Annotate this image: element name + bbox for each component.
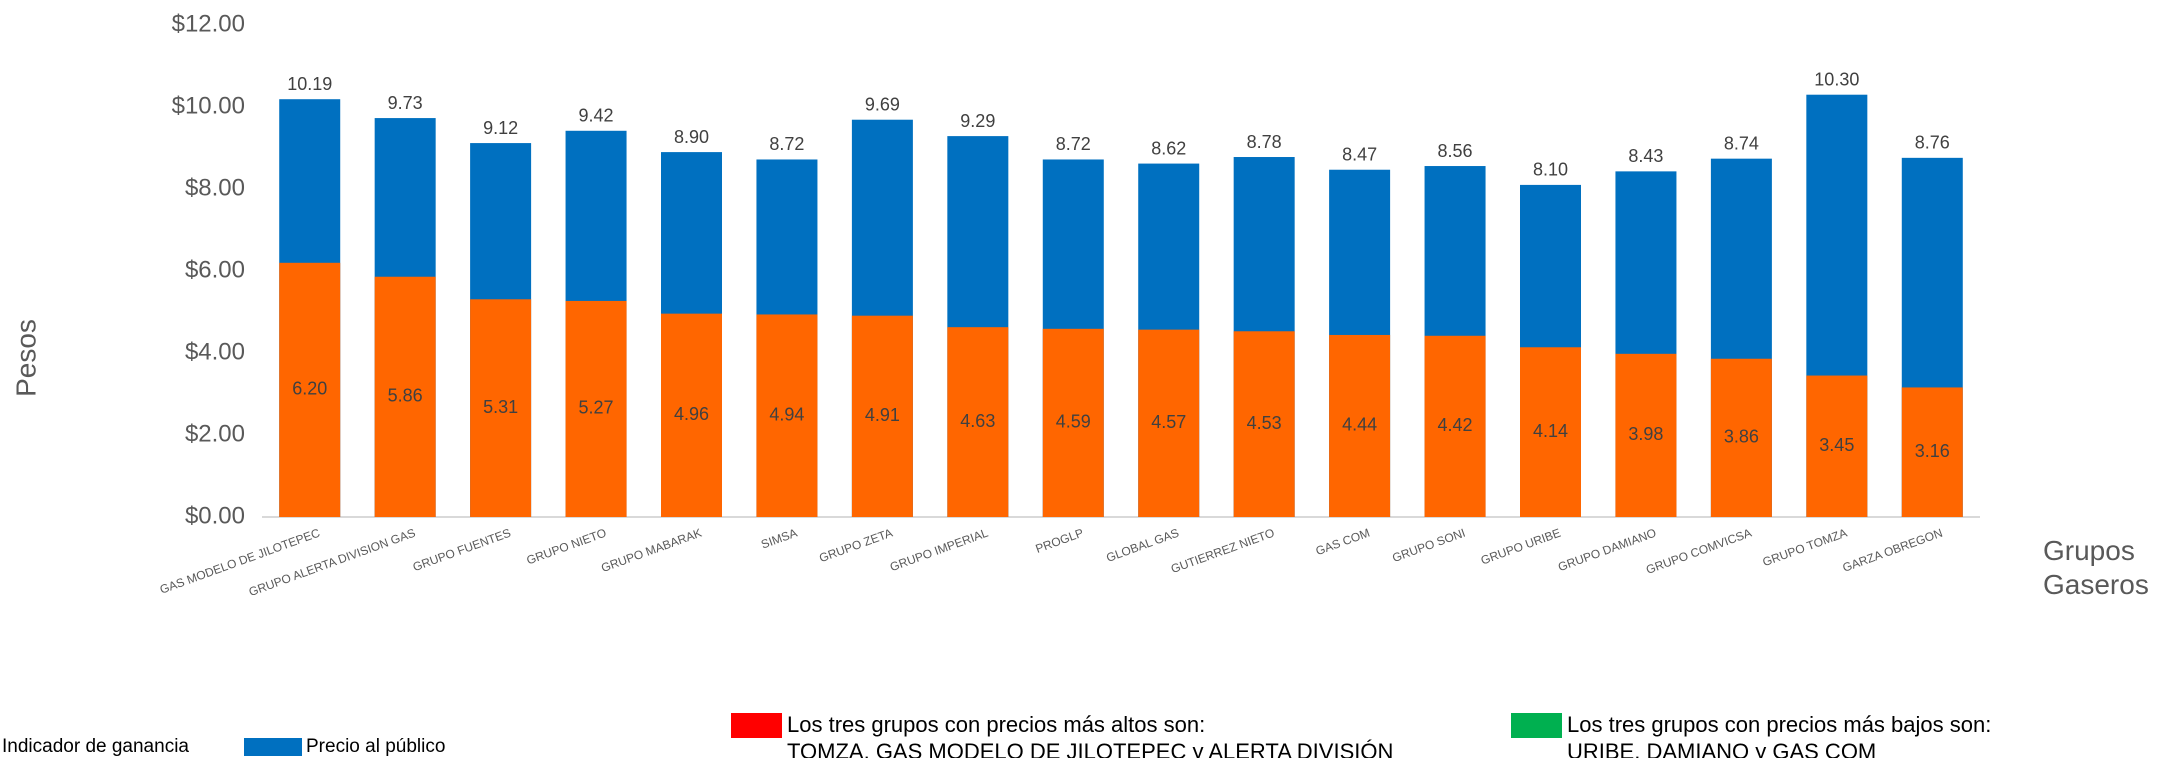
total-label: 8.56 (1438, 141, 1473, 161)
bar (1615, 353, 1677, 517)
bar (1138, 329, 1200, 517)
x-tick-label: SIMSA (759, 526, 799, 552)
x-axis-title: Grupos Gaseros (2043, 535, 2149, 600)
x-tick-label: GRUPO ZETA (817, 526, 894, 566)
total-label: 10.30 (1814, 69, 1859, 89)
value-label: 4.14 (1533, 421, 1568, 441)
value-label: 4.57 (1151, 412, 1186, 432)
bar (947, 327, 1009, 517)
note-swatch (731, 713, 782, 738)
x-tick-label: GLOBAL GAS (1104, 526, 1180, 565)
total-label: 9.29 (960, 111, 995, 131)
note-swatch (1511, 713, 1562, 738)
x-tick-label: GAS COM (1314, 526, 1372, 559)
x-tick-label: PROGLP (1034, 526, 1086, 556)
x-tick-label: GRUPO SONI (1390, 526, 1467, 565)
y-tick-label: $8.00 (185, 174, 245, 201)
value-label: 4.59 (1056, 412, 1091, 432)
bar (470, 299, 532, 517)
y-tick-label: $12.00 (172, 10, 245, 37)
value-label: 5.86 (388, 386, 423, 406)
value-label: 3.16 (1915, 441, 1950, 461)
y-tick-label: $2.00 (185, 420, 245, 447)
x-tick-label: GRUPO FUENTES (411, 526, 513, 575)
total-label: 8.72 (1056, 134, 1091, 154)
total-label: 9.42 (579, 106, 614, 126)
total-label: 10.19 (287, 74, 332, 94)
bar (374, 276, 436, 517)
value-label: 4.91 (865, 405, 900, 425)
bar (565, 300, 627, 517)
x-tick-label: GRUPO ALERTA DIVISION GAS (247, 526, 417, 599)
x-tick-label: GAS MODELO DE JILOTEPEC (158, 526, 322, 597)
x-tick-label: GRUPO NIETO (525, 526, 609, 568)
total-label: 9.73 (388, 93, 423, 113)
total-label: 8.43 (1628, 146, 1663, 166)
bar (756, 314, 818, 517)
bar (1233, 331, 1295, 517)
y-axis-title: Pesos (10, 319, 41, 397)
value-label: 4.63 (960, 411, 995, 431)
bar (1424, 335, 1486, 517)
x-tick-label: GRUPO IMPERIAL (888, 526, 990, 575)
y-tick-label: $4.00 (185, 338, 245, 365)
total-label: 8.76 (1915, 133, 1950, 153)
total-label: 9.69 (865, 94, 900, 114)
x-tick-label: GRUPO COMVICSA (1644, 526, 1753, 577)
value-label: 3.86 (1724, 427, 1759, 447)
value-label: 4.94 (769, 404, 804, 424)
total-label: 8.62 (1151, 138, 1186, 158)
total-label: 8.90 (674, 127, 709, 147)
bar (1042, 328, 1104, 517)
value-label: 5.27 (579, 398, 614, 418)
value-label: 5.31 (483, 397, 518, 417)
bar (1901, 387, 1963, 517)
total-label: 9.12 (483, 118, 518, 138)
total-label: 8.78 (1247, 132, 1282, 152)
value-label: 3.98 (1628, 424, 1663, 444)
total-label: 8.47 (1342, 144, 1377, 164)
legend-swatch (244, 738, 302, 756)
bar (661, 313, 722, 517)
bar (1520, 347, 1581, 517)
total-label: 8.74 (1724, 133, 1759, 153)
total-label: 8.72 (769, 134, 804, 154)
x-tick-label: GUTIERREZ NIETO (1169, 526, 1276, 576)
value-label: 4.44 (1342, 415, 1377, 435)
note-text: URIBE, DAMIANO y GAS COM (1567, 739, 1876, 758)
legend-label: Precio al público (306, 736, 445, 757)
x-tick-label: GRUPO DAMIANO (1556, 526, 1658, 575)
total-label: 8.10 (1533, 160, 1568, 180)
value-label: 6.20 (292, 379, 327, 399)
x-tick-label: GARZA OBREGON (1841, 526, 1945, 575)
legend-label: Indicador de ganancia (2, 736, 189, 757)
note-text: Los tres grupos con precios más bajos so… (1567, 712, 1991, 737)
bar (851, 315, 913, 517)
bar (279, 262, 341, 517)
x-tick-label: GRUPO MABARAK (599, 526, 703, 575)
value-label: 4.96 (674, 404, 709, 424)
y-tick-label: $10.00 (172, 92, 245, 119)
bar (1710, 358, 1772, 517)
x-tick-label: GRUPO TOMZA (1761, 526, 1849, 570)
bar (1329, 334, 1391, 517)
value-label: 4.42 (1438, 415, 1473, 435)
note-text: TOMZA, GAS MODELO DE JILOTEPEC y ALERTA … (787, 739, 1393, 758)
value-label: 3.45 (1819, 435, 1854, 455)
y-tick-label: $6.00 (185, 256, 245, 283)
note-text: Los tres grupos con precios más altos so… (787, 712, 1205, 737)
y-tick-label: $0.00 (185, 502, 245, 529)
bar (1806, 375, 1868, 517)
x-tick-label: GRUPO URIBE (1479, 526, 1563, 568)
value-label: 4.53 (1247, 413, 1282, 433)
